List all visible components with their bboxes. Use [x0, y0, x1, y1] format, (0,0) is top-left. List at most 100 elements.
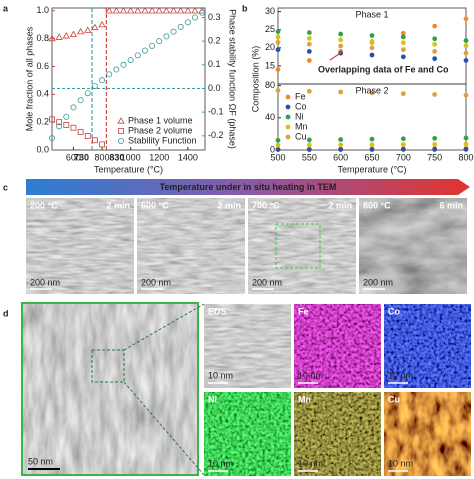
eds-map — [384, 392, 471, 476]
data-point — [432, 92, 438, 97]
panel-label: a — [3, 3, 9, 13]
y-tick-label: 0.2 — [36, 117, 49, 127]
data-point — [70, 124, 77, 131]
x-tick-label: 600 — [333, 152, 348, 162]
x-tick-label: 700 — [396, 152, 411, 162]
data-point — [275, 47, 281, 53]
eds-map — [294, 304, 381, 388]
data-point — [184, 6, 192, 14]
subplot-title: Phase 2 — [355, 85, 388, 95]
micrograph — [137, 198, 245, 294]
data-point — [463, 50, 469, 56]
y2-tick-label: 0.0 — [208, 83, 221, 93]
data-point — [338, 43, 344, 49]
y-tick-label: 0.4 — [36, 89, 49, 99]
scale-label: 200 nm — [30, 277, 60, 287]
data-point — [369, 45, 375, 51]
data-point — [369, 147, 375, 152]
data-point — [163, 33, 170, 40]
data-point — [63, 113, 70, 120]
data-point — [177, 23, 184, 30]
legend-marker — [118, 128, 124, 134]
data-point — [127, 57, 134, 64]
data-point — [463, 16, 469, 22]
marker-label: 730 — [74, 152, 89, 162]
data-point — [99, 141, 105, 148]
data-point — [306, 36, 312, 41]
data-point — [432, 135, 438, 141]
y-tick-label: 0.8 — [36, 33, 49, 43]
data-point — [84, 133, 91, 139]
data-point — [400, 40, 406, 46]
data-point — [369, 136, 375, 142]
data-point — [306, 137, 312, 143]
data-point — [84, 90, 91, 97]
data-point — [338, 89, 344, 95]
data-point — [400, 147, 406, 152]
micrograph — [26, 198, 134, 294]
data-point — [400, 54, 406, 60]
data-point — [191, 6, 199, 14]
y-tick-label: 25 — [265, 24, 275, 34]
scale-label: 10 nm — [208, 370, 233, 380]
time-label: 2 min — [328, 200, 352, 210]
y-tick-label: 1.0 — [36, 5, 49, 15]
data-point — [338, 142, 344, 148]
data-point — [141, 6, 149, 14]
data-point — [77, 129, 84, 135]
scale-label: 10 nm — [388, 370, 413, 380]
data-point — [70, 104, 77, 111]
data-point — [432, 141, 438, 147]
data-point — [275, 142, 281, 148]
scale-label: 10 nm — [298, 458, 323, 468]
data-point — [77, 97, 84, 104]
data-point — [369, 38, 375, 44]
data-point — [134, 52, 141, 59]
data-point — [463, 141, 469, 147]
y2-tick-label: -0.2 — [208, 130, 224, 140]
x-axis-title: Temperature (°C) — [337, 164, 406, 174]
legend-marker — [117, 117, 125, 124]
time-label: 2 min — [217, 200, 241, 210]
legend-label: Fe — [295, 91, 306, 101]
scale-label: 200 nm — [141, 277, 171, 287]
x-tick-label: 500 — [270, 152, 285, 162]
data-point — [400, 136, 406, 142]
panel-label: c — [3, 182, 8, 192]
x-tick-label: 750 — [427, 152, 442, 162]
time-label: 2 min — [106, 200, 130, 210]
data-point — [106, 71, 113, 78]
scale-label: 50 nm — [28, 456, 53, 466]
data-point — [76, 27, 85, 35]
data-point — [369, 90, 375, 96]
data-point — [148, 6, 156, 14]
data-point — [463, 135, 469, 141]
legend-marker — [118, 137, 125, 144]
legend-marker — [285, 134, 291, 140]
data-point — [49, 116, 55, 123]
legend-label: Ni — [295, 111, 304, 121]
data-point — [275, 147, 281, 152]
y-tick-label: 80 — [265, 80, 275, 90]
data-point — [184, 19, 191, 26]
y-tick-label: 30 — [265, 6, 275, 16]
data-point — [113, 66, 120, 73]
data-point — [275, 67, 281, 72]
data-point — [338, 147, 344, 152]
data-point — [91, 137, 98, 144]
zoom-line — [123, 381, 205, 476]
x-axis-title: Temperature (°C) — [94, 164, 163, 174]
x-tick-label: 550 — [302, 152, 317, 162]
temperature-label: 800 °C — [363, 200, 391, 210]
data-point — [275, 34, 281, 40]
map-label: Mn — [298, 394, 311, 404]
map-label: Cu — [388, 394, 400, 404]
micrograph — [248, 198, 356, 294]
data-point — [432, 49, 438, 54]
data-point — [463, 58, 469, 63]
scale-label: 10 nm — [208, 458, 233, 468]
data-point — [170, 28, 177, 35]
data-point — [338, 31, 344, 37]
legend-marker — [285, 94, 291, 100]
